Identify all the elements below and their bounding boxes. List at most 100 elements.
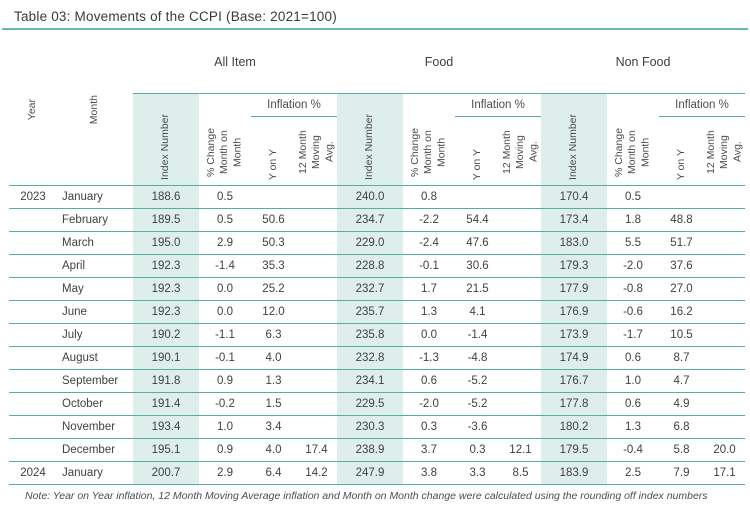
non-food-mom-change: 0.6 bbox=[607, 346, 659, 370]
table-row: October 191.4 -0.2 1.5 229.5 -2.0 -5.2 177.8 0.6… bbox=[9, 392, 746, 416]
all-item-mom-change: -1.4 bbox=[199, 254, 251, 278]
title-underline bbox=[2, 28, 748, 30]
non-food-inflation-header: Inflation % bbox=[659, 93, 746, 117]
non-food-yony: 16.2 bbox=[659, 300, 704, 324]
food-yony bbox=[455, 185, 500, 209]
all-item-12m-avg bbox=[296, 369, 337, 393]
non-food-12m-avg bbox=[704, 185, 746, 209]
food-mom-change: 3.7 bbox=[403, 438, 455, 462]
food-yony: 47.6 bbox=[455, 231, 500, 255]
food-mom-change: -0.1 bbox=[403, 254, 455, 278]
food-index: 232.7 bbox=[337, 277, 403, 301]
food-yony: -4.8 bbox=[455, 346, 500, 370]
month-cell: February bbox=[57, 208, 133, 232]
yony-label: Y on Y bbox=[266, 148, 279, 180]
non-food-mom-change: 2.5 bbox=[607, 461, 659, 485]
non-food-12m-avg bbox=[704, 369, 746, 393]
food-inflation-header: Inflation % bbox=[455, 93, 541, 117]
all-item-index: 193.4 bbox=[133, 415, 199, 439]
non-food-index: 173.4 bbox=[541, 208, 607, 232]
all-item-yony: 6.3 bbox=[251, 323, 296, 347]
all-item-mom-change: 1.0 bbox=[199, 415, 251, 439]
food-12m-avg bbox=[500, 369, 541, 393]
food-yony: 4.1 bbox=[455, 300, 500, 324]
non-food-12m-avg bbox=[704, 231, 746, 255]
non-food-yony bbox=[659, 185, 704, 209]
table-body: 2023 January 188.6 0.5 240.0 0.8 170.4 0.5 Febru… bbox=[9, 185, 746, 485]
non-food-mom-change: -2.0 bbox=[607, 254, 659, 278]
all-item-index: 190.1 bbox=[133, 346, 199, 370]
non-food-index: 177.9 bbox=[541, 277, 607, 301]
table-row: March 195.0 2.9 50.3 229.0 -2.4 47.6 183.0 5.5 51… bbox=[9, 231, 746, 255]
all-item-mom-change: 0.9 bbox=[199, 438, 251, 462]
all-item-index: 190.2 bbox=[133, 323, 199, 347]
year-cell bbox=[9, 415, 57, 439]
food-mom-change: 1.7 bbox=[403, 277, 455, 301]
all-item-index: 195.0 bbox=[133, 231, 199, 255]
month-cell: May bbox=[57, 277, 133, 301]
non-food-index: 170.4 bbox=[541, 185, 607, 209]
food-index: 230.3 bbox=[337, 415, 403, 439]
food-mom-change-header: % Change Month on Month bbox=[403, 93, 455, 186]
all-item-yony: 1.3 bbox=[251, 369, 296, 393]
year-cell bbox=[9, 277, 57, 301]
all-item-yony: 4.0 bbox=[251, 438, 296, 462]
table-row: August 190.1 -0.1 4.0 232.8 -1.3 -4.8 174.9 0.6 8… bbox=[9, 346, 746, 370]
month-cell: March bbox=[57, 231, 133, 255]
month-cell: August bbox=[57, 346, 133, 370]
food-index: 234.1 bbox=[337, 369, 403, 393]
non-food-yony: 51.7 bbox=[659, 231, 704, 255]
all-item-12m-avg bbox=[296, 415, 337, 439]
month-cell: November bbox=[57, 415, 133, 439]
food-12m-avg bbox=[500, 254, 541, 278]
ccpi-table: Year Month All Item Food Non Food Index … bbox=[9, 30, 746, 485]
food-yony: 21.5 bbox=[455, 277, 500, 301]
non-food-12m-avg bbox=[704, 415, 746, 439]
all-item-12m-avg bbox=[296, 185, 337, 209]
group-header-food: Food bbox=[424, 54, 454, 69]
all-item-mom-change: -1.1 bbox=[199, 323, 251, 347]
non-food-mom-change: 0.5 bbox=[607, 185, 659, 209]
all-item-yony: 3.4 bbox=[251, 415, 296, 439]
food-yony: -3.6 bbox=[455, 415, 500, 439]
food-index: 235.8 bbox=[337, 323, 403, 347]
food-index: 229.5 bbox=[337, 392, 403, 416]
yony-label: Y on Y bbox=[674, 148, 687, 180]
mom-change-label: % Change Month on Month bbox=[409, 127, 448, 177]
non-food-yony: 4.9 bbox=[659, 392, 704, 416]
food-12m-avg bbox=[500, 231, 541, 255]
month-header-label: Month bbox=[88, 94, 101, 125]
subheader-row-1: Index Number % Change Month on Month Inf… bbox=[9, 93, 746, 186]
non-food-mom-change: 1.8 bbox=[607, 208, 659, 232]
month-cell: April bbox=[57, 254, 133, 278]
group-header-row: Year Month All Item Food Non Food bbox=[9, 30, 745, 125]
food-12m-avg bbox=[500, 208, 541, 232]
all-item-mom-change: 0.9 bbox=[199, 369, 251, 393]
all-item-index: 200.7 bbox=[133, 461, 199, 485]
table-row: February 189.5 0.5 50.6 234.7 -2.2 54.4 173.4 1.… bbox=[9, 208, 746, 232]
non-food-yony: 48.8 bbox=[659, 208, 704, 232]
food-mom-change: -2.4 bbox=[403, 231, 455, 255]
all-item-12m-avg bbox=[296, 231, 337, 255]
year-cell bbox=[9, 231, 57, 255]
non-food-index-number-header: Index Number bbox=[541, 93, 607, 186]
table-row: December 195.1 0.9 4.0 17.4 238.9 3.7 0.3 12.1 17… bbox=[9, 438, 746, 462]
food-12m-avg: 12.1 bbox=[500, 438, 541, 462]
food-yony: -5.2 bbox=[455, 369, 500, 393]
12m-avg-label: 12 Month Moving Avg. bbox=[296, 130, 336, 174]
all-item-12m-avg bbox=[296, 346, 337, 370]
non-food-yony: 6.8 bbox=[659, 415, 704, 439]
all-item-yony: 12.0 bbox=[251, 300, 296, 324]
month-column-header: Month bbox=[57, 30, 133, 186]
month-cell: January bbox=[57, 461, 133, 485]
yony-label: Y on Y bbox=[470, 148, 483, 180]
year-cell bbox=[9, 392, 57, 416]
non-food-index: 183.0 bbox=[541, 231, 607, 255]
non-food-12m-avg-header: 12 Month Moving Avg. bbox=[704, 117, 745, 186]
year-cell: 2023 bbox=[9, 185, 57, 209]
non-food-index: 179.3 bbox=[541, 254, 607, 278]
12m-avg-label: 12 Month Moving Avg. bbox=[500, 130, 540, 174]
food-mom-change: 3.8 bbox=[403, 461, 455, 485]
table-title: Table 03: Movements of the CCPI (Base: 2… bbox=[14, 9, 337, 24]
